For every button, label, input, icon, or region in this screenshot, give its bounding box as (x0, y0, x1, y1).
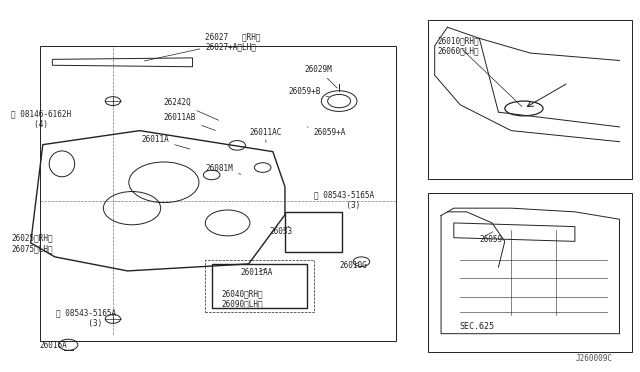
Circle shape (105, 97, 120, 106)
Text: Ⓢ 08543-5165A
       (3): Ⓢ 08543-5165A (3) (56, 308, 116, 328)
Circle shape (105, 314, 120, 323)
Text: 26059+A: 26059+A (307, 127, 346, 137)
Text: Ⓑ 08146-6162H
     (4): Ⓑ 08146-6162H (4) (11, 110, 71, 129)
Text: SEC.625: SEC.625 (459, 322, 494, 331)
Text: 26081M: 26081M (205, 164, 241, 174)
Text: 26010〈RH〉
26060〈LH〉: 26010〈RH〉 26060〈LH〉 (438, 36, 479, 55)
Text: 26029M: 26029M (304, 64, 337, 88)
Text: 26011A: 26011A (141, 135, 190, 149)
Bar (212, 263, 307, 308)
Bar (285, 212, 342, 253)
Text: 26059+B: 26059+B (288, 87, 329, 97)
Text: 26033: 26033 (269, 226, 292, 236)
Bar (205, 260, 314, 311)
Text: J260009C: J260009C (576, 354, 613, 363)
Text: 26011AA: 26011AA (241, 268, 273, 278)
Text: 26040〈RH〉
26090〈LH〉: 26040〈RH〉 26090〈LH〉 (221, 289, 263, 308)
Text: 26011AB: 26011AB (164, 113, 216, 131)
Text: 26011AC: 26011AC (250, 128, 282, 142)
Text: Ⓢ 08543-5165A
       (3): Ⓢ 08543-5165A (3) (314, 190, 374, 210)
Text: 26059: 26059 (479, 235, 502, 244)
Bar (428, 20, 632, 179)
Bar (428, 193, 632, 352)
Text: 26027   〈RH〉
26027+A〈LH〉: 26027 〈RH〉 26027+A〈LH〉 (144, 32, 261, 61)
Text: 26010G: 26010G (339, 261, 367, 270)
Text: 26025〈RH〉
26075〈LH〉: 26025〈RH〉 26075〈LH〉 (11, 234, 52, 253)
Text: 26242Q: 26242Q (164, 98, 219, 120)
Bar (40, 46, 396, 341)
Text: 26016A: 26016A (40, 341, 67, 350)
